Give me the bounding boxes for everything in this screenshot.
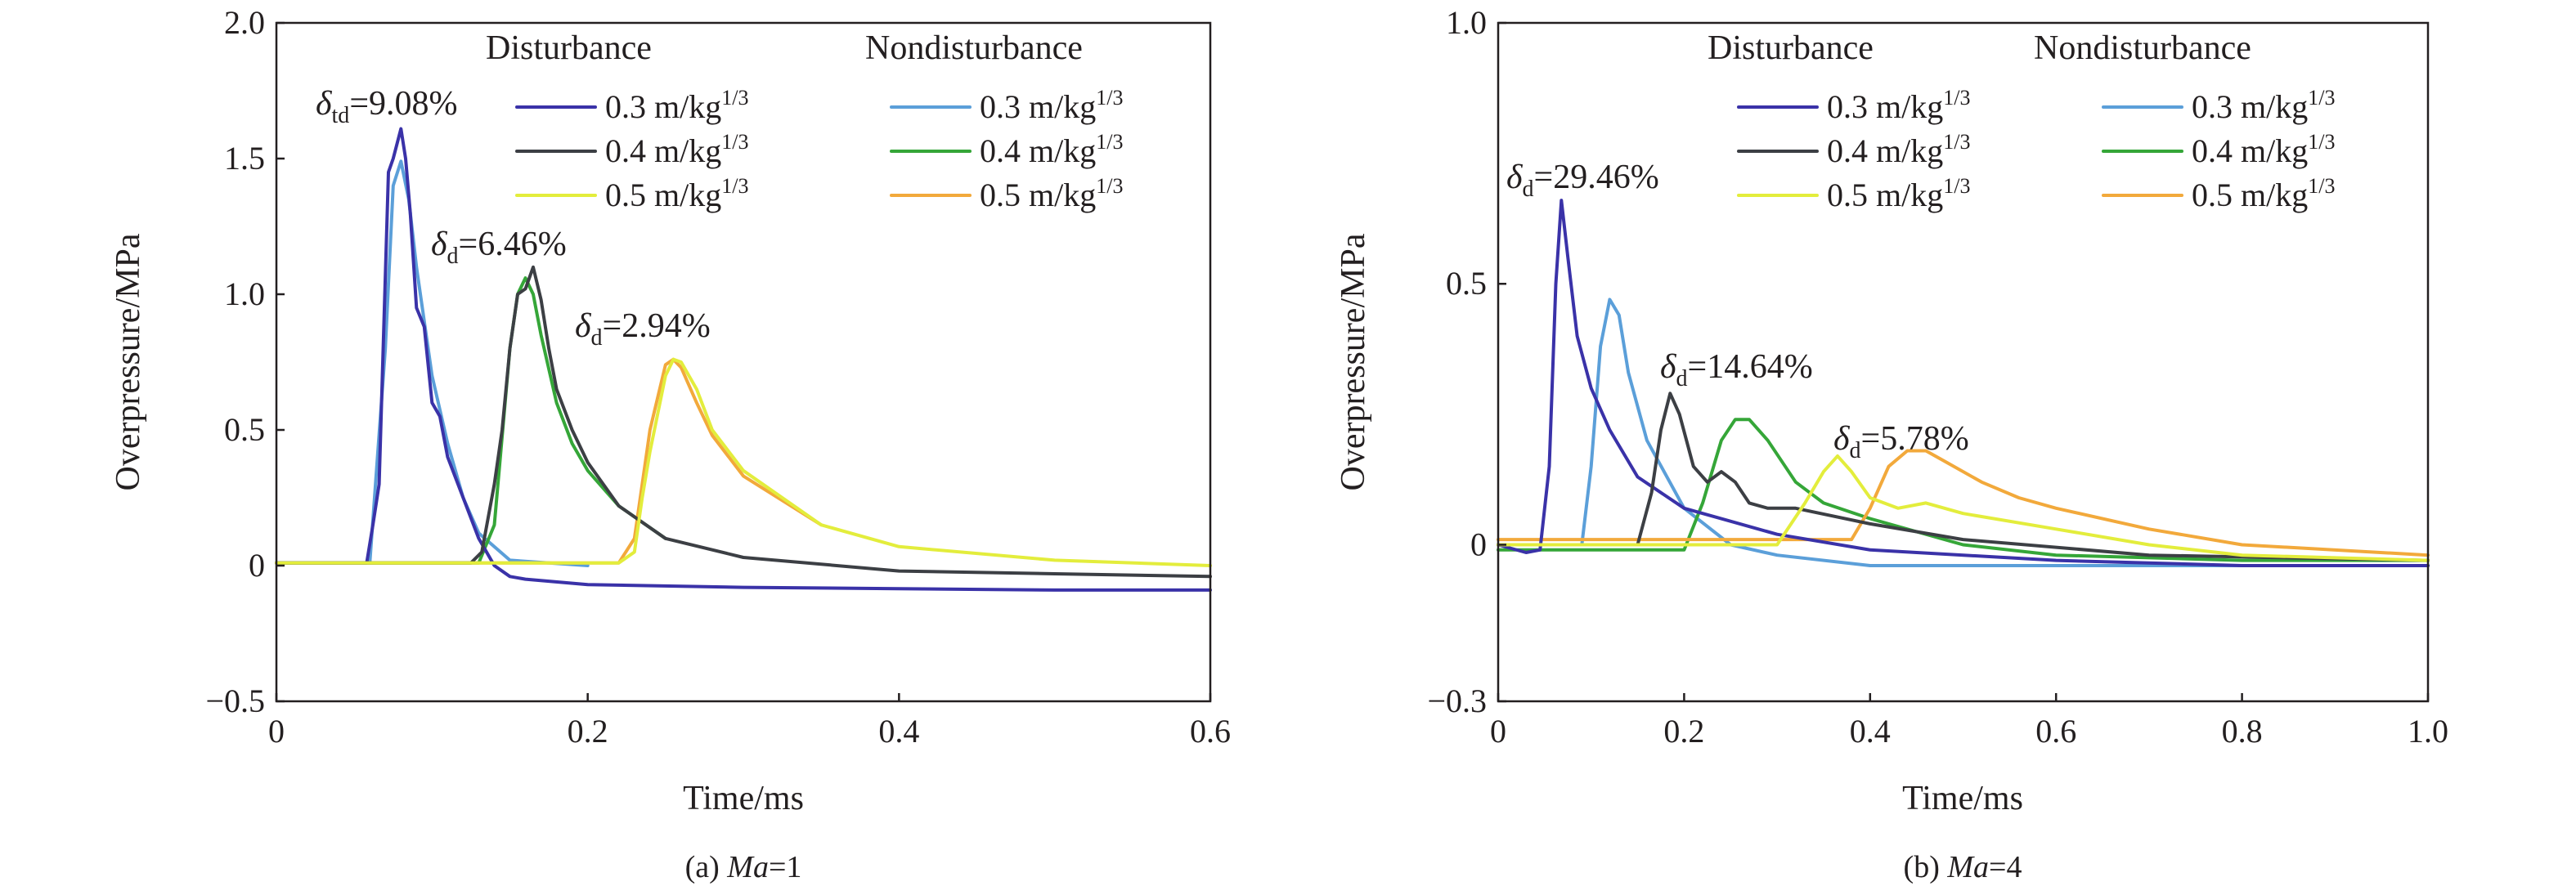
panel-b-legend-label-dist-05: 0.5 m/kg1/3	[1827, 174, 1970, 213]
panel-b-caption: (b) Ma=4	[1904, 850, 2022, 884]
panel-a-ylabel: Overpressure/MPa	[110, 233, 147, 490]
panel-a-ytick-label: 1.5	[224, 140, 265, 177]
panel-a-ytick-label: −0.5	[205, 682, 265, 719]
panel-b-series-nondist_04	[1497, 418, 2430, 562]
panel-a-series-dist_03	[275, 127, 1212, 592]
panel-b-xtick-label: 0.4	[1850, 713, 1891, 750]
panel-a-xtick-label: 0	[268, 713, 285, 750]
panel-a-annotation-delta-d-04: δd=6.46%	[431, 226, 567, 269]
panel-b-series-nondist_05	[1497, 449, 2430, 557]
panel-b-legend-label-dist-04: 0.4 m/kg1/3	[1827, 130, 1970, 169]
panel-b-xlabel: Time/ms	[1902, 780, 2023, 817]
panel-a-legend-header-disturbance: Disturbance	[486, 29, 652, 67]
panel-a-ticks: 0 0.2 0.4 0.6−0.500.51.01.52.0	[205, 4, 1231, 750]
panel-b-legend: Disturbance Nondisturbance 0.3 m/kg1/3 0…	[1708, 29, 2335, 213]
panel-a-legend-label-dist-04: 0.4 m/kg1/3	[605, 130, 748, 169]
panel-b-legend-header-nondisturbance: Nondisturbance	[2034, 29, 2251, 67]
panel-a-annotation-delta-td: δtd=9.08%	[316, 85, 458, 128]
panel-b-ytick-label: −0.3	[1427, 682, 1487, 719]
panel-a-series-group	[275, 127, 1212, 592]
panel-a-xtick-label: 0.2	[568, 713, 608, 750]
panel-b-ticks: 0 0.2 0.4 0.6 0.8 1.0−0.300.51.0	[1427, 4, 2448, 750]
panel-a-ytick-label: 0	[249, 547, 265, 584]
panel-a-ytick-label: 2.0	[224, 4, 265, 41]
panel-a-xtick-label: 0.6	[1190, 713, 1231, 750]
panel-b-series-group	[1497, 199, 2430, 567]
panel-a-series-dist_05	[275, 357, 1212, 567]
panel-b-annotation-delta-d-04: δd=14.64%	[1660, 348, 1813, 392]
panel-b-xtick-label: 0.8	[2222, 713, 2263, 750]
panel-a: 0 0.2 0.4 0.6−0.500.51.01.52.0 Time/ms Over…	[110, 4, 1231, 884]
panel-a-legend-label-nondist-03: 0.3 m/kg1/3	[980, 86, 1123, 125]
panel-a-annotation-delta-d-05: δd=2.94%	[575, 307, 711, 351]
panel-b-xtick-label: 1.0	[2408, 713, 2448, 750]
panel-a-legend: Disturbance Nondisturbance 0.3 m/kg1/3 0…	[486, 29, 1123, 213]
panel-a-xtick-label: 0.4	[878, 713, 919, 750]
panel-b-xtick-label: 0.2	[1663, 713, 1704, 750]
panel-a-caption: (a) Ma=1	[685, 850, 802, 884]
panel-a-legend-header-nondisturbance: Nondisturbance	[865, 29, 1083, 67]
panel-b-legend-label-nondist-04: 0.4 m/kg1/3	[2192, 130, 2335, 169]
panel-a-legend-label-dist-03: 0.3 m/kg1/3	[605, 86, 748, 125]
panel-b-xtick-label: 0.6	[2035, 713, 2076, 750]
panel-b-ytick-label: 0	[1470, 526, 1487, 562]
panel-b-plot-frame	[1497, 21, 2430, 703]
panel-b-series-nondist_03	[1497, 298, 2430, 567]
panel-b-legend-label-nondist-03: 0.3 m/kg1/3	[2192, 86, 2335, 125]
panel-a-legend-label-nondist-05: 0.5 m/kg1/3	[980, 174, 1123, 213]
panel-b-series-dist_03	[1497, 199, 2430, 567]
panel-b-ytick-label: 0.5	[1446, 265, 1487, 302]
panel-b-legend-header-disturbance: Disturbance	[1708, 29, 1874, 67]
panel-a-series-dist_04	[275, 265, 1212, 579]
panel-a-series-nondist_04	[275, 276, 667, 565]
panel-b-legend-label-nondist-05: 0.5 m/kg1/3	[2192, 174, 2335, 213]
panel-a-ytick-label: 0.5	[224, 411, 265, 448]
panel-b-xtick-label: 0	[1490, 713, 1506, 750]
panel-a-legend-label-nondist-04: 0.4 m/kg1/3	[980, 130, 1123, 169]
panel-a-ytick-label: 1.0	[224, 275, 265, 312]
panel-b-annotation-delta-d-03: δd=29.46%	[1506, 159, 1659, 202]
panel-a-series-nondist_05	[275, 357, 824, 565]
panel-a-xlabel: Time/ms	[683, 780, 804, 817]
panel-b-legend-label-dist-03: 0.3 m/kg1/3	[1827, 86, 1970, 125]
panel-a-series-nondist_03	[275, 159, 590, 567]
panel-b-series-dist_05	[1497, 454, 2430, 562]
panel-b-ylabel: Overpressure/MPa	[1335, 233, 1372, 490]
panel-b-series-dist_04	[1497, 392, 2430, 562]
panel-b-ytick-label: 1.0	[1446, 4, 1487, 41]
panel-a-legend-label-dist-05: 0.5 m/kg1/3	[605, 174, 748, 213]
panel-b-annotation-delta-d-05: δd=5.78%	[1833, 420, 1969, 463]
panel-b: 0 0.2 0.4 0.6 0.8 1.0−0.300.51.0 Time/ms Over…	[1335, 4, 2448, 884]
panel-a-plot-frame	[275, 21, 1212, 703]
